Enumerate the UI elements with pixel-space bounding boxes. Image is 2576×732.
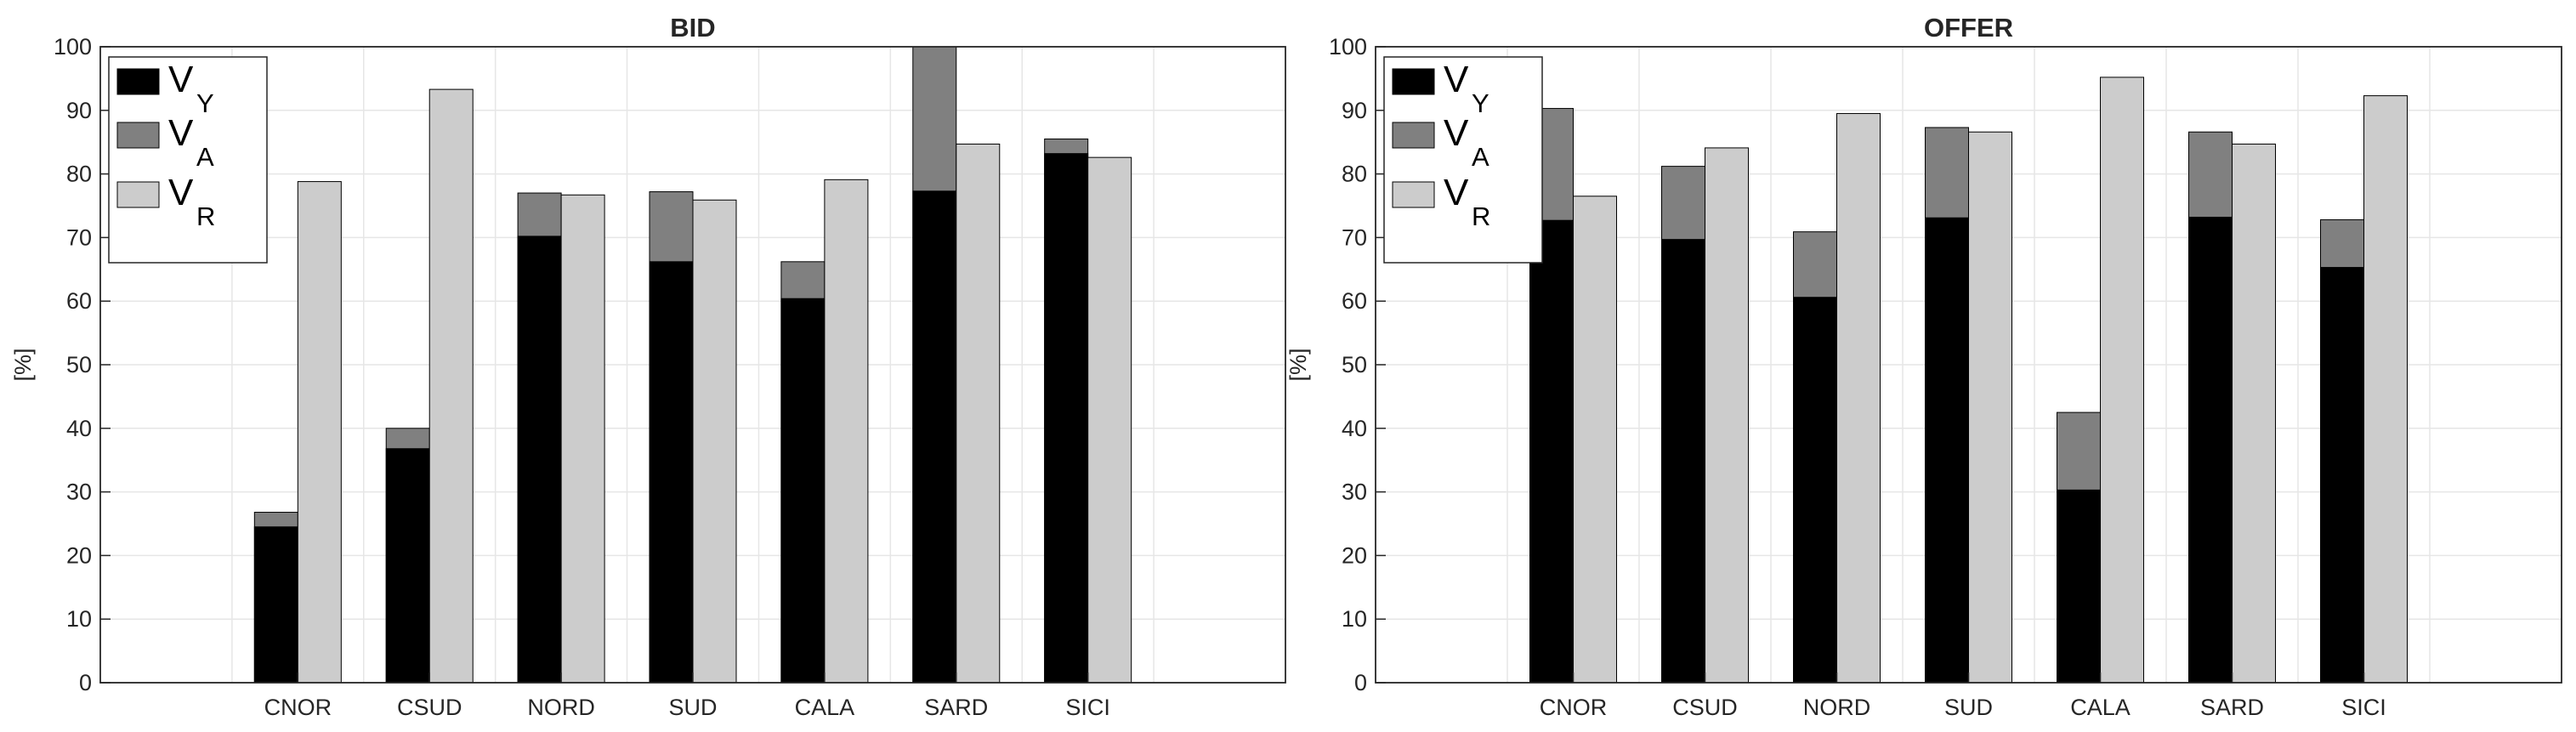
x-tick-label: SICI (2341, 695, 2386, 720)
y-tick-label: 0 (79, 670, 92, 695)
chart-title: BID (670, 13, 715, 43)
y-tick-label: 40 (66, 416, 92, 441)
chart-title: OFFER (1924, 13, 2013, 43)
bar-offer-vy-sud (1925, 217, 1969, 684)
x-tick-label: CALA (2070, 695, 2131, 720)
bar-bid-vy-cnor (253, 526, 298, 684)
bar-offer-vr-nord (1836, 113, 1881, 684)
y-tick-label: 90 (1342, 98, 1367, 123)
bar-bid-vr-sici (1087, 156, 1132, 684)
x-tick-label: SARD (2200, 695, 2264, 720)
y-tick-label: 10 (66, 606, 92, 632)
y-tick-label: 90 (66, 98, 92, 123)
legend-label-main: V (168, 112, 194, 154)
x-tick-label: CSUD (397, 695, 462, 720)
legend-label-sub: Y (1472, 88, 1489, 118)
x-tick-label: NORD (527, 695, 595, 720)
x-tick-label: NORD (1803, 695, 1871, 720)
y-tick-label: 60 (66, 288, 92, 314)
x-tick-label: SUD (668, 695, 717, 720)
legend-label-sub: A (196, 142, 214, 172)
bar-offer-vy-nord (1793, 297, 1837, 684)
bar-bid-vy-sud (649, 261, 694, 684)
x-tick-label: CSUD (1672, 695, 1738, 720)
x-tick-label: SUD (1944, 695, 1993, 720)
bar-bid-vy-sard (912, 190, 957, 684)
panel-offer: CNOR CSUD NORD SUD CALA SARD SICI 0 10 20 30 40 50 60… (1285, 13, 2562, 720)
bar-offer-vr-sud (1968, 131, 2012, 684)
bar-bid-vr-nord (560, 194, 605, 684)
bar-bid-vr-sud (692, 199, 737, 684)
legend-label-main: V (1444, 172, 1469, 213)
y-tick-label: 50 (1342, 352, 1367, 377)
y-tick-label: 20 (1342, 542, 1367, 568)
bar-bid-vy-cala (780, 298, 826, 684)
y-tick-label: 70 (66, 224, 92, 250)
bar-bid-vr-csud (428, 88, 474, 684)
x-tick-label: CNOR (264, 695, 332, 720)
legend-label-sub: Y (196, 88, 214, 118)
legend-label-main: V (1444, 112, 1469, 154)
legend-swatch-va (1392, 122, 1435, 149)
legend-swatch-va (116, 122, 160, 149)
bar-offer-vr-cnor (1573, 196, 1617, 684)
y-tick-label: 80 (66, 162, 92, 187)
x-tick-label: SARD (924, 695, 988, 720)
y-tick-label: 30 (66, 479, 92, 505)
bar-offer-vy-cnor (1529, 219, 1574, 684)
legend-swatch-vy (1392, 68, 1435, 95)
y-tick-label: 50 (66, 352, 92, 377)
legend-label-sub: A (1472, 142, 1489, 172)
bar-bid-vy-nord (517, 235, 562, 684)
bar-bid-vr-cala (824, 179, 869, 684)
y-tick-label: 100 (54, 34, 92, 60)
bar-offer-vr-sici (2363, 95, 2408, 684)
y-axis-label: [%] (1285, 348, 1311, 381)
bar-bid-vy-csud (385, 448, 430, 684)
legend-label-sub: R (196, 201, 215, 231)
x-tick-label: CALA (795, 695, 855, 720)
panel-bid: CNOR CSUD NORD SUD CALA SARD SICI 0 10 20 30 40 50 60… (10, 13, 1286, 720)
bar-bid-vy-sici (1044, 153, 1089, 684)
y-tick-label: 0 (1354, 670, 1367, 695)
legend-label-main: V (168, 59, 194, 100)
y-tick-label: 100 (1329, 34, 1367, 60)
legend-label-main: V (1444, 59, 1469, 100)
y-tick-label: 60 (1342, 288, 1367, 314)
bar-bid-vr-sard (956, 143, 1001, 684)
bar-offer-vy-sici (2320, 267, 2364, 684)
y-tick-label: 30 (1342, 479, 1367, 505)
x-tick-label: SICI (1065, 695, 1110, 720)
bar-bid-vr-cnor (297, 181, 342, 684)
legend-swatch-vy (116, 68, 160, 95)
x-tick-label: CNOR (1540, 695, 1608, 720)
bar-offer-vy-csud (1661, 239, 1705, 684)
y-tick-label: 20 (66, 542, 92, 568)
legend-swatch-vr (116, 181, 160, 208)
bar-offer-vy-cala (2057, 489, 2101, 684)
y-tick-label: 80 (1342, 162, 1367, 187)
legend-swatch-vr (1392, 181, 1435, 208)
legend-label-sub: R (1472, 201, 1490, 231)
y-tick-label: 70 (1342, 224, 1367, 250)
y-tick-label: 40 (1342, 416, 1367, 441)
bar-offer-vy-sard (2188, 216, 2233, 684)
legend-label-main: V (168, 172, 194, 213)
y-axis-label: [%] (10, 348, 36, 381)
bar-offer-vr-sard (2232, 143, 2276, 684)
y-tick-label: 10 (1342, 606, 1367, 632)
bar-offer-vr-cala (2100, 77, 2144, 684)
bar-offer-vr-csud (1705, 147, 1749, 684)
